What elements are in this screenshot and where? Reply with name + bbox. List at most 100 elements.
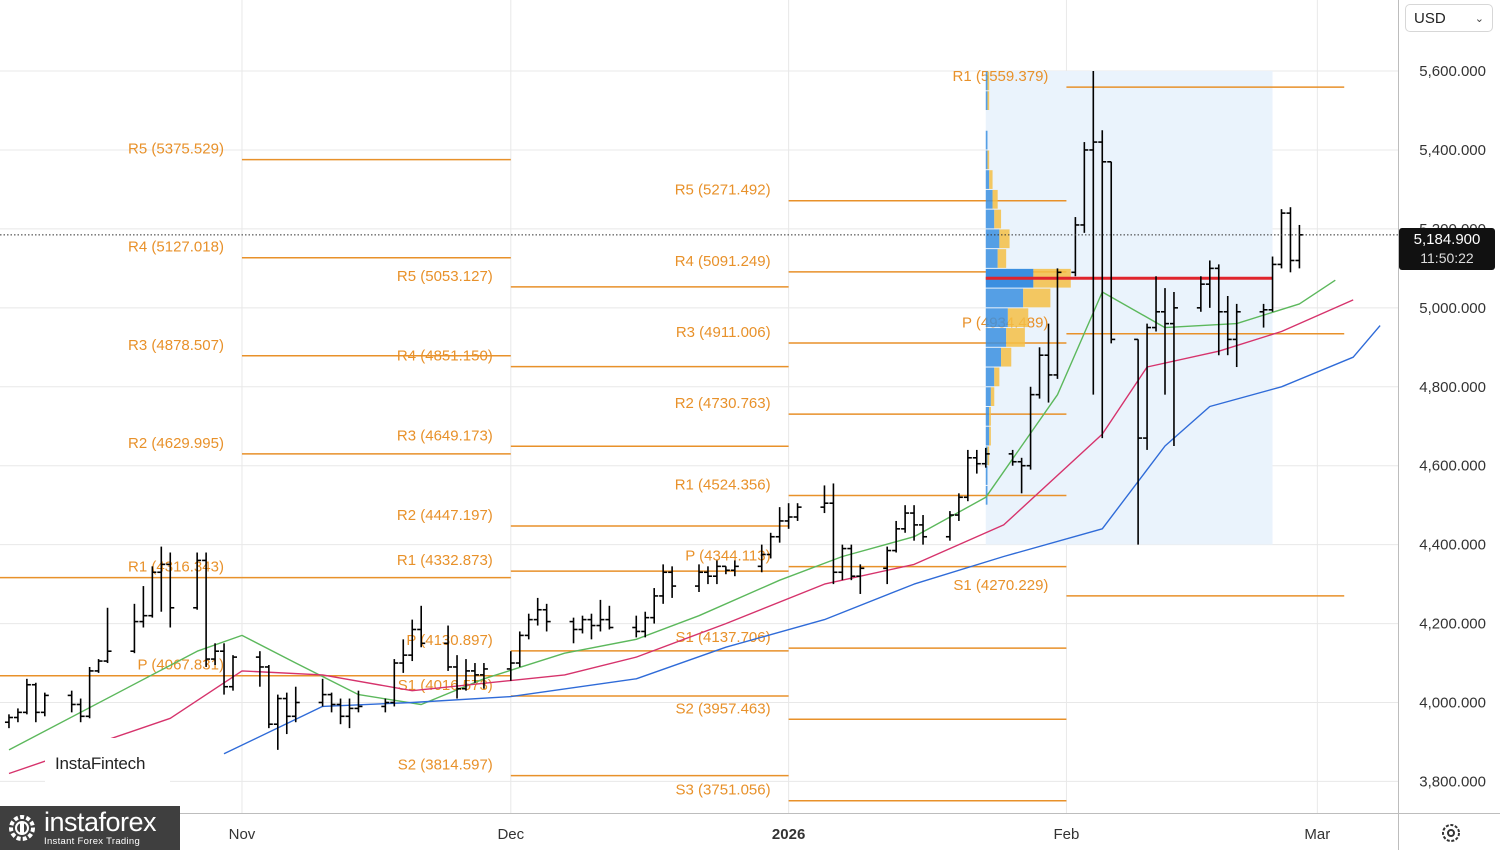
ohlc-bar — [336, 698, 345, 725]
volume-bar-down — [992, 189, 998, 209]
ohlc-bar — [1295, 224, 1304, 269]
ohlc-bar — [695, 564, 703, 592]
pivot-label: R1 (5559.379) — [953, 68, 1049, 85]
ohlc-bar — [972, 449, 981, 474]
volume-bar-down — [989, 407, 991, 426]
volume-bar-up — [985, 328, 1007, 347]
instaforex-gear-icon — [9, 815, 35, 841]
volume-bar-up — [985, 446, 988, 466]
ohlc-bar — [327, 692, 336, 713]
ohlc-bar — [757, 544, 766, 573]
volume-bar-down — [987, 91, 990, 111]
ohlc-bar — [1196, 276, 1205, 312]
ohlc-bar — [220, 643, 229, 695]
pivot-label: R1 (4332.873) — [397, 552, 493, 569]
ohlc-bar — [318, 678, 327, 707]
ohlc-bar — [919, 515, 928, 545]
pivot-label: R5 (5375.529) — [128, 141, 224, 158]
ohlc-bar — [1277, 209, 1286, 269]
volume-bar-up — [985, 308, 1008, 328]
pivot-label: R4 (5127.018) — [128, 239, 224, 256]
pivot-label: P (4067.831) — [137, 657, 223, 674]
ohlc-bar — [569, 617, 578, 644]
ohlc-bar — [1035, 347, 1044, 399]
ohlc-bar — [587, 613, 596, 640]
price-tick-label: 4,800.000 — [1419, 379, 1486, 396]
ohlc-bar — [1008, 449, 1017, 466]
time-tick-label: Feb — [1053, 826, 1079, 843]
ohlc-bar — [76, 698, 85, 723]
volume-bar-down — [997, 249, 1007, 268]
ohlc-bar — [981, 447, 990, 468]
settings-icon[interactable] — [1438, 820, 1464, 846]
moving-average-line — [223, 325, 1381, 755]
ohlc-bar — [1044, 323, 1053, 403]
volume-bar-down — [994, 209, 1002, 229]
ohlc-bar — [1107, 161, 1116, 344]
ohlc-bar — [730, 560, 739, 577]
price-tick-label: 5,000.000 — [1419, 300, 1486, 317]
ohlc-bar — [883, 546, 892, 585]
ohlc-bar — [1214, 264, 1223, 356]
ohlc-bar — [515, 631, 524, 667]
ohlc-bar — [166, 552, 175, 628]
last-price-value: 5,184.900 — [1413, 231, 1481, 248]
ohlc-bar — [202, 552, 211, 667]
ohlc-bar — [453, 655, 462, 699]
time-tick-label: 2026 — [772, 826, 805, 843]
ohlc-bar — [1205, 260, 1214, 308]
ohlc-bar — [856, 564, 865, 594]
ohlc-bar — [1017, 457, 1026, 494]
instaforex-name: instaforex — [44, 807, 157, 837]
ohlc-bar — [211, 643, 220, 666]
volume-bar-down — [1001, 347, 1012, 367]
pivot-label: S2 (3957.463) — [676, 700, 771, 717]
volume-bar-up — [985, 130, 988, 150]
volume-bar-down — [989, 426, 991, 446]
ohlc-bar — [945, 511, 954, 541]
pivot-levels: R1 (4316.343) P (4067.831) R5 (5375.529) R4… — [0, 68, 1345, 802]
ohlc-bar — [542, 603, 551, 632]
ohlc-bar — [533, 597, 542, 626]
ohlc-bar — [85, 666, 94, 719]
pivot-label: R3 (4649.173) — [397, 427, 493, 444]
ohlc-bar — [605, 605, 614, 630]
pivot-label: R2 (4629.995) — [128, 435, 224, 452]
ohlc-bar — [650, 588, 659, 624]
volume-bar-up — [985, 91, 988, 111]
volume-bar-up — [985, 170, 990, 189]
ohlc-bar — [103, 607, 112, 664]
volume-bar-down — [1023, 288, 1051, 308]
volume-bar-down — [989, 170, 993, 189]
ohlc-bar — [13, 708, 22, 723]
pivot-label: S3 (3751.056) — [676, 782, 771, 799]
moving-average-line — [8, 279, 1336, 751]
pivot-label: R1 (4316.343) — [128, 559, 224, 576]
ohlc-bar — [479, 663, 488, 689]
volume-bar-up — [985, 189, 993, 209]
volume-bar-down — [987, 446, 990, 466]
ohlc-bar — [67, 690, 76, 713]
volume-bar-up — [985, 209, 995, 229]
ohlc-bar — [130, 603, 139, 654]
volume-bar-up — [985, 150, 988, 170]
volume-bar-up — [985, 367, 995, 387]
chevron-down-icon: ⌄ — [1474, 12, 1484, 25]
bar-countdown: 11:50:22 — [1420, 250, 1474, 266]
instaforex-tagline: Instant Forex Trading — [44, 836, 141, 847]
ohlc-bar — [775, 507, 784, 543]
time-axis-panel — [0, 813, 1500, 850]
ohlc-bar — [1134, 338, 1143, 545]
ohlc-bar — [148, 566, 157, 618]
ohlc-bar — [94, 659, 103, 673]
time-tick-label: Dec — [497, 826, 524, 843]
time-tick-label: Mar — [1304, 826, 1330, 843]
ohlc-bar — [506, 651, 515, 681]
ohlc-bar — [1268, 256, 1277, 312]
ohlc-bar — [40, 692, 49, 717]
instaforex-logo: instaforex Instant Forex Trading — [0, 806, 180, 850]
currency-dropdown[interactable]: USD ⌄ — [1405, 4, 1493, 32]
ohlc-bar — [1286, 207, 1295, 273]
